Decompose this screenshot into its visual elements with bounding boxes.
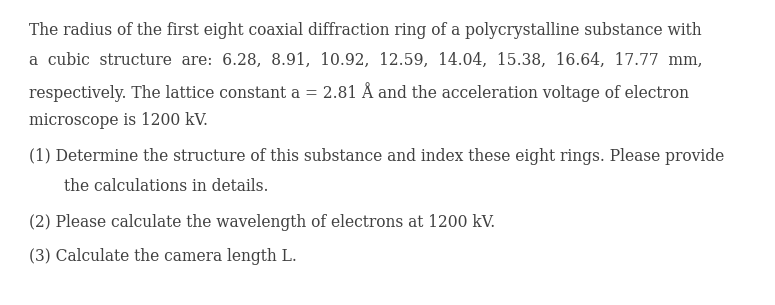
Text: The radius of the first eight coaxial diffraction ring of a polycrystalline subs: The radius of the first eight coaxial di…: [29, 22, 702, 39]
Text: a  cubic  structure  are:  6.28,  8.91,  10.92,  12.59,  14.04,  15.38,  16.64, : a cubic structure are: 6.28, 8.91, 10.92…: [29, 52, 703, 69]
Text: (2) Please calculate the wavelength of electrons at 1200 kV.: (2) Please calculate the wavelength of e…: [29, 214, 496, 231]
Text: (3) Calculate the camera length L.: (3) Calculate the camera length L.: [29, 248, 298, 265]
Text: the calculations in details.: the calculations in details.: [64, 178, 269, 195]
Text: respectively. The lattice constant a = 2.81 Å and the acceleration voltage of el: respectively. The lattice constant a = 2…: [29, 82, 690, 102]
Text: microscope is 1200 kV.: microscope is 1200 kV.: [29, 112, 208, 129]
Text: (1) Determine the structure of this substance and index these eight rings. Pleas: (1) Determine the structure of this subs…: [29, 148, 725, 165]
